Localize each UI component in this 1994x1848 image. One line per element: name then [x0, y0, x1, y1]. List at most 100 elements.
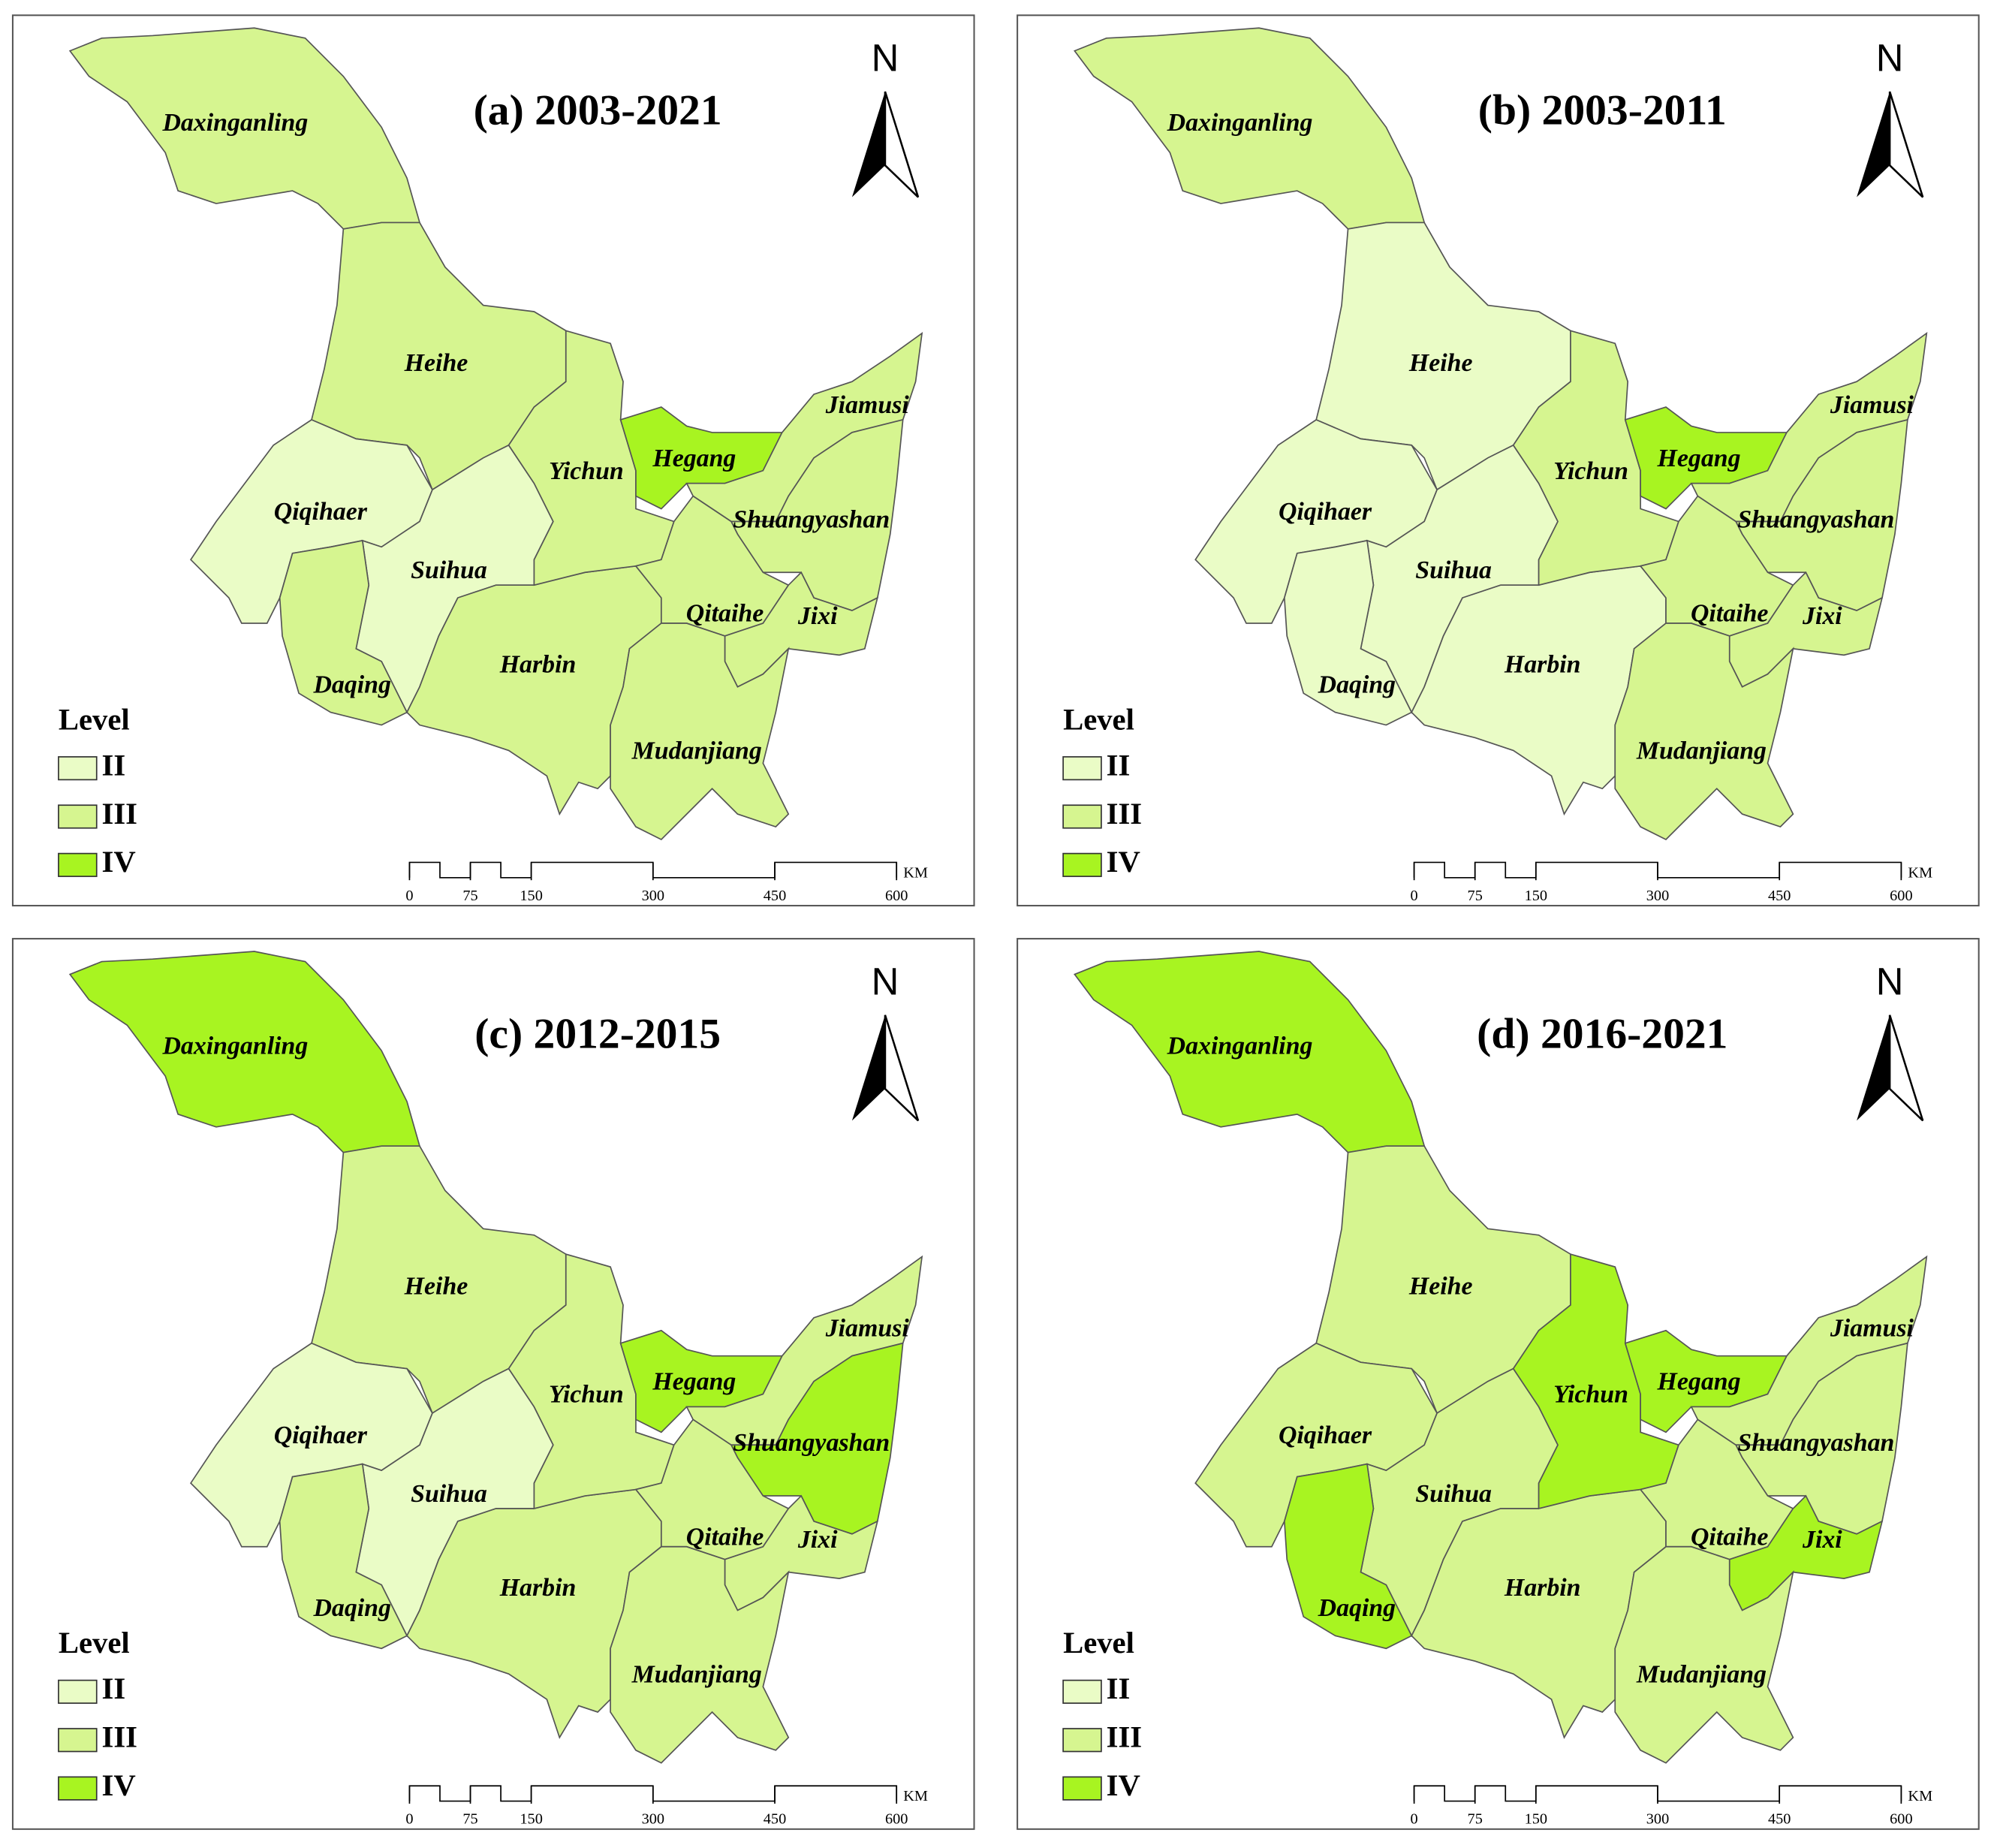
scale-label: 75	[1468, 888, 1483, 904]
map-panel: Daxinganling Heihe Qiqihaer Suihua Daqing Har…	[11, 14, 975, 907]
legend-swatch	[58, 804, 98, 829]
region	[1614, 1545, 1794, 1764]
figure-root: Daxinganling Heihe Qiqihaer Suihua Daqing Har…	[11, 14, 1980, 1830]
scale-label: 75	[462, 888, 477, 904]
region-label: Jiamusi	[1830, 391, 1914, 419]
region-label: Daxinganling	[1167, 1033, 1313, 1060]
region-label: Daxinganling	[161, 1033, 308, 1060]
region-label: Yichun	[549, 1381, 624, 1409]
scale-label: 150	[1525, 888, 1547, 904]
region-label: Jiamusi	[1830, 1315, 1914, 1343]
region-label: Suihua	[1415, 1480, 1492, 1508]
legend-label: III	[1107, 797, 1142, 831]
region-label: Heihe	[404, 1273, 468, 1301]
region-label: Mudanjiang	[1636, 737, 1767, 765]
north-label: N	[872, 37, 899, 80]
scale-label: 600	[1890, 1811, 1912, 1828]
scale-label: 150	[1525, 1811, 1547, 1828]
scale-label: 300	[1646, 888, 1669, 904]
panel-title: (c) 2012-2015	[474, 1010, 721, 1057]
legend-swatch	[1062, 1728, 1102, 1753]
region-label: Heihe	[1408, 1273, 1473, 1301]
legend-swatch	[1062, 852, 1102, 877]
north-arrow-left	[851, 1014, 885, 1121]
north-arrow-right	[884, 1014, 920, 1122]
panel-title: (d) 2016-2021	[1477, 1010, 1727, 1057]
legend-label: IV	[1107, 845, 1140, 879]
legend-label: IV	[1107, 1768, 1140, 1802]
region	[508, 330, 675, 586]
legend-title: Level	[59, 1626, 130, 1660]
region-label: Daqing	[1318, 1594, 1396, 1622]
map-panel: Daxinganling Heihe Qiqihaer Suihua Daqing Har…	[1017, 938, 1980, 1830]
region-label: Qitaihe	[1691, 1523, 1768, 1551]
scale-label: 75	[462, 1811, 477, 1828]
region-label: Jixi	[1802, 602, 1842, 630]
legend-label: IV	[102, 845, 136, 879]
scale-label: 0	[1411, 888, 1418, 904]
region-label: Suihua	[1415, 556, 1492, 584]
north-arrow-right	[1888, 1014, 1924, 1122]
scale-unit: KM	[903, 1788, 928, 1804]
region	[1512, 330, 1680, 586]
legend-label: II	[1107, 748, 1131, 782]
region-label: Jiamusi	[825, 391, 910, 419]
legend-label: IV	[102, 1768, 136, 1802]
region-label: Harbin	[1504, 650, 1581, 678]
region-label: Hegang	[1657, 445, 1741, 472]
region-label: Hegang	[652, 1368, 736, 1396]
north-label: N	[1876, 37, 1904, 80]
scale-label: 450	[764, 888, 786, 904]
scale-label: 600	[885, 888, 908, 904]
region	[1512, 1253, 1680, 1510]
region-label: Hegang	[1657, 1368, 1741, 1396]
legend-label: III	[1107, 1720, 1142, 1754]
region-label: Qiqihaer	[274, 498, 368, 526]
region	[508, 1253, 675, 1510]
legend-title: Level	[59, 702, 130, 736]
region-label: Shuangyashan	[733, 1429, 890, 1457]
scale-label: 450	[764, 1811, 786, 1828]
region-label: Daqing	[1318, 671, 1396, 698]
region-label: Suihua	[411, 1480, 487, 1508]
scale-unit: KM	[1908, 864, 1932, 881]
region-label: Daxinganling	[161, 109, 308, 137]
legend-swatch	[58, 1776, 98, 1801]
region-label: Qitaihe	[686, 1523, 764, 1551]
legend-label: III	[102, 1720, 137, 1754]
legend-swatch	[58, 756, 98, 781]
scale-label: 300	[642, 1811, 664, 1828]
scale-label: 75	[1468, 1811, 1483, 1828]
scale-label: 600	[1890, 888, 1912, 904]
region-label: Daqing	[312, 671, 391, 698]
map-panel: Daxinganling Heihe Qiqihaer Suihua Daqing Har…	[11, 938, 975, 1830]
region	[1614, 623, 1794, 841]
region-label: Qiqihaer	[274, 1421, 368, 1449]
region-label: Yichun	[549, 457, 624, 485]
scale-label: 300	[642, 888, 664, 904]
region	[610, 1545, 790, 1764]
region-label: Jixi	[797, 602, 838, 630]
legend-title: Level	[1063, 702, 1134, 736]
region-label: Harbin	[499, 1574, 577, 1602]
legend-swatch	[1062, 1776, 1102, 1801]
legend-swatch	[1062, 756, 1102, 781]
region-label: Yichun	[1553, 1381, 1628, 1409]
region	[610, 623, 790, 841]
region-label: Heihe	[404, 349, 468, 377]
scale-unit: KM	[903, 864, 928, 881]
region-label: Suihua	[411, 556, 487, 584]
region-label: Qiqihaer	[1279, 1421, 1372, 1449]
region-label: Shuangyashan	[1737, 1429, 1894, 1457]
region-label: Hegang	[652, 445, 736, 472]
legend-swatch	[58, 852, 98, 877]
scale-label: 600	[885, 1811, 908, 1828]
scale-label: 150	[520, 1811, 542, 1828]
legend-label: II	[1107, 1672, 1131, 1705]
region-label: Yichun	[1553, 457, 1628, 485]
region-label: Shuangyashan	[1737, 505, 1894, 533]
scale-label: 0	[405, 888, 413, 904]
panel-title: (a) 2003-2021	[474, 87, 722, 134]
